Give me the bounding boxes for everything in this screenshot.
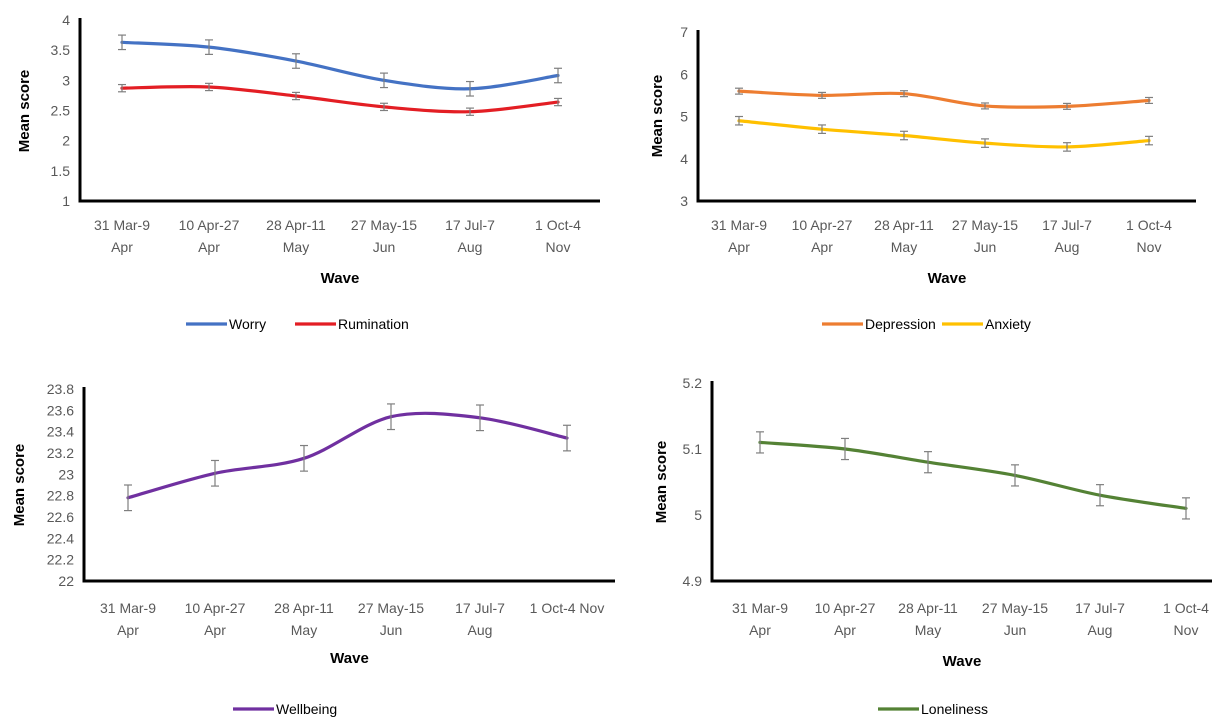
x-tick-label: Apr <box>198 239 220 255</box>
x-tick-label: Nov <box>546 239 571 255</box>
x-tick-label: 17 Jul-7 <box>1075 600 1125 616</box>
x-tick-label: 31 Mar-9 <box>94 217 150 233</box>
legend-label: Loneliness <box>921 701 988 717</box>
x-axis-title: Wave <box>928 270 967 287</box>
y-tick-label: 23.4 <box>47 424 74 440</box>
chart-panel: 3 4 5 6 7 31 Mar-9 Apr 10 Apr-27 Apr 28 Apr-11 May… <box>649 24 1196 332</box>
series-line-rumination <box>120 84 560 114</box>
x-tick-label: May <box>891 239 917 255</box>
x-tick-label: 27 May-15 <box>351 217 417 233</box>
x-tick-label: Aug <box>1055 239 1080 255</box>
y-tick-label: 22.8 <box>47 488 74 504</box>
y-tick-label: 5 <box>680 109 688 125</box>
x-tick-label: Apr <box>749 622 771 638</box>
x-tick-label: Aug <box>1088 622 1113 638</box>
x-tick-label: 31 Mar-9 <box>100 600 156 616</box>
y-tick-label: 23.2 <box>47 445 74 461</box>
x-tick-label: 1 Oct-4 <box>1163 600 1209 616</box>
x-tick-label: May <box>915 622 941 638</box>
x-tick-label: 1 Oct-4 <box>535 217 581 233</box>
x-tick-label: May <box>291 622 317 638</box>
y-tick-label: 4 <box>62 12 70 28</box>
x-tick-label: Apr <box>728 239 750 255</box>
series-line-anxiety <box>737 119 1151 149</box>
x-tick-label: 17 Jul-7 <box>445 217 495 233</box>
chart-panel: 4.9 5 5.1 5.2 31 Mar-9 Apr 10 Apr-27 Apr 28 Apr-… <box>653 375 1212 717</box>
y-tick-label: 6 <box>680 66 688 82</box>
y-tick-label: 4.9 <box>683 573 703 589</box>
x-tick-label: 1 Oct-4 Nov <box>530 600 605 616</box>
x-tick-label: 28 Apr-11 <box>874 217 934 233</box>
y-tick-label: 22.4 <box>47 530 74 546</box>
y-tick-label: 22 <box>58 573 74 589</box>
x-tick-label: Nov <box>1137 239 1162 255</box>
y-tick-label: 23.8 <box>47 381 74 397</box>
y-tick-label: 5 <box>694 507 702 523</box>
x-tick-label: 10 Apr-27 <box>185 600 246 616</box>
chart-panel: 22 22.2 22.4 22.6 22.8 23 23.2 23.4 23.6 23.8 31 M… <box>11 381 615 717</box>
y-tick-label: 22.6 <box>47 509 74 525</box>
y-tick-label: 5.2 <box>683 375 703 391</box>
x-tick-label: Nov <box>1174 622 1199 638</box>
x-axis-title: Wave <box>943 653 982 670</box>
y-tick-label: 4 <box>680 151 688 167</box>
series-line-worry <box>120 40 560 91</box>
x-tick-label: Aug <box>458 239 483 255</box>
y-tick-label: 2.5 <box>51 103 71 119</box>
y-tick-label: 3.5 <box>51 42 71 58</box>
x-tick-label: 27 May-15 <box>358 600 424 616</box>
series-line-loneliness <box>758 440 1188 510</box>
y-tick-label: 3 <box>680 193 688 209</box>
legend-label: Depression <box>865 316 936 332</box>
x-tick-label: Apr <box>204 622 226 638</box>
legend-label: Wellbeing <box>276 701 337 717</box>
legend-label: Worry <box>229 316 266 332</box>
x-tick-label: 31 Mar-9 <box>732 600 788 616</box>
series-line-wellbeing <box>126 411 569 500</box>
x-tick-label: 17 Jul-7 <box>1042 217 1092 233</box>
x-tick-label: Apr <box>111 239 133 255</box>
y-tick-label: 23 <box>58 466 74 482</box>
x-tick-label: Apr <box>834 622 856 638</box>
chart-panel: 1 1.5 2 2.5 3 3.5 4 31 Mar-9 Apr 10 Apr-27 Apr 28 A… <box>16 12 600 332</box>
series-line-depression <box>737 89 1151 109</box>
y-tick-label: 3 <box>62 72 70 88</box>
y-tick-label: 1.5 <box>51 163 71 179</box>
x-tick-label: 1 Oct-4 <box>1126 217 1172 233</box>
x-tick-label: 17 Jul-7 <box>455 600 505 616</box>
legend-label: Rumination <box>338 316 409 332</box>
x-tick-label: Apr <box>117 622 139 638</box>
y-tick-label: 1 <box>62 193 70 209</box>
x-axis-title: Wave <box>330 650 369 667</box>
y-tick-label: 23.6 <box>47 402 74 418</box>
x-tick-label: 10 Apr-27 <box>792 217 853 233</box>
x-tick-label: Jun <box>974 239 997 255</box>
x-tick-label: May <box>283 239 309 255</box>
y-axis-title: Mean score <box>649 75 666 158</box>
legend-label: Anxiety <box>985 316 1031 332</box>
x-tick-label: Aug <box>468 622 493 638</box>
x-tick-label: 31 Mar-9 <box>711 217 767 233</box>
y-tick-label: 7 <box>680 24 688 40</box>
x-tick-label: 28 Apr-11 <box>266 217 326 233</box>
y-tick-label: 2 <box>62 133 70 149</box>
x-tick-label: Jun <box>1004 622 1027 638</box>
x-tick-label: 28 Apr-11 <box>274 600 334 616</box>
x-tick-label: Jun <box>373 239 396 255</box>
y-axis-title: Mean score <box>653 441 670 524</box>
x-tick-label: 10 Apr-27 <box>179 217 240 233</box>
y-tick-label: 5.1 <box>683 441 703 457</box>
x-tick-label: Apr <box>811 239 833 255</box>
x-axis-title: Wave <box>321 270 360 287</box>
x-tick-label: 28 Apr-11 <box>898 600 958 616</box>
y-axis-title: Mean score <box>16 70 33 153</box>
y-axis-title: Mean score <box>11 444 28 527</box>
y-tick-label: 22.2 <box>47 552 74 568</box>
x-tick-label: Jun <box>380 622 403 638</box>
x-tick-label: 27 May-15 <box>952 217 1018 233</box>
x-tick-label: 27 May-15 <box>982 600 1048 616</box>
x-tick-label: 10 Apr-27 <box>815 600 876 616</box>
